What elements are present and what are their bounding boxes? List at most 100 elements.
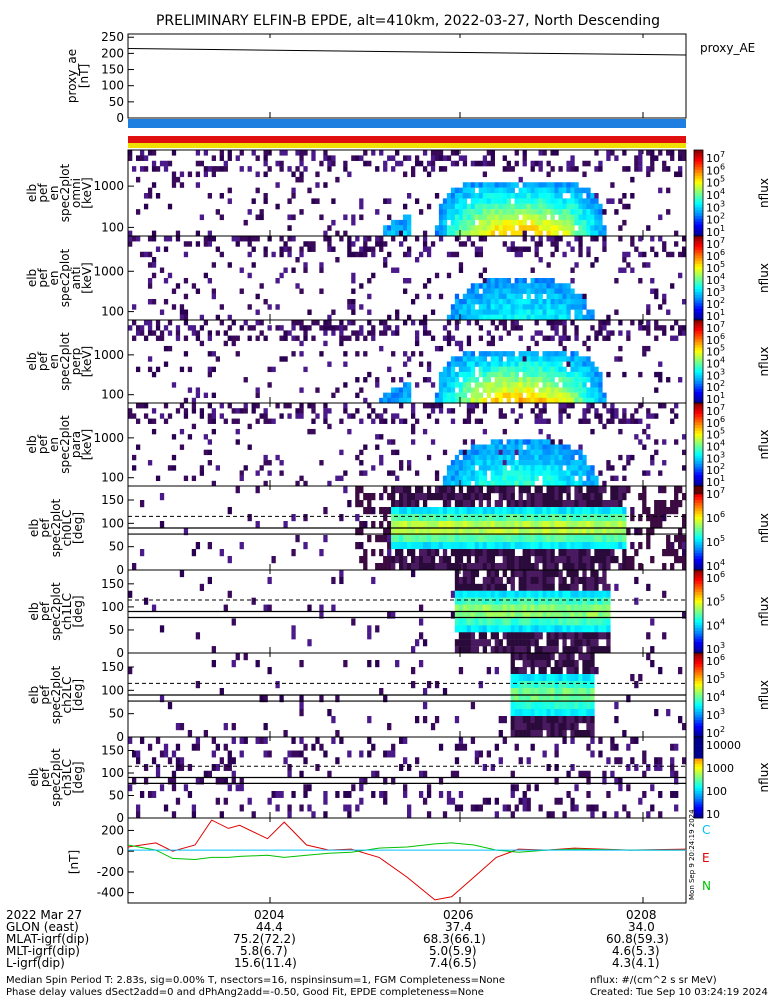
spec-cell xyxy=(506,209,511,215)
spec-cell xyxy=(618,418,623,424)
spec-cell xyxy=(446,366,452,373)
spec-cell xyxy=(542,397,547,404)
pa-cell xyxy=(498,486,503,494)
pa-cell xyxy=(410,493,416,501)
pa-cell xyxy=(319,604,324,612)
spec-cell xyxy=(187,434,193,440)
pa-cell xyxy=(654,709,659,717)
spec-cell xyxy=(534,198,539,204)
pa-cell xyxy=(546,618,551,626)
pa-cell xyxy=(399,563,404,571)
spec-cell xyxy=(498,299,503,305)
panel-6-ytick-label-1: 100 xyxy=(101,600,124,614)
colorbar-2-tick-5: 102 xyxy=(706,296,725,311)
pa-cell xyxy=(506,521,511,529)
spec-cell xyxy=(299,150,304,156)
spec-cell xyxy=(626,330,631,336)
spec-cell xyxy=(462,160,468,167)
pa-cell xyxy=(570,797,575,805)
spec-cell xyxy=(418,251,424,258)
spec-cell xyxy=(287,403,292,409)
spec-cell xyxy=(606,320,611,326)
pa-cell xyxy=(454,625,460,633)
pa-cell xyxy=(538,730,543,738)
pa-cell xyxy=(590,750,595,758)
spec-cell xyxy=(542,387,547,393)
pa-cell xyxy=(550,583,555,591)
pa-cell xyxy=(175,797,181,805)
spec-cell xyxy=(251,150,256,156)
pa-cell xyxy=(562,681,567,689)
pa-cell xyxy=(562,723,567,731)
spec-cell xyxy=(538,198,543,204)
spec-cell xyxy=(159,160,165,167)
pa-cell xyxy=(570,730,575,738)
pa-cell xyxy=(674,500,679,508)
pa-cell xyxy=(518,563,523,571)
spec-cell xyxy=(391,470,396,476)
pa-cell xyxy=(558,576,563,585)
spec-cell xyxy=(542,288,547,294)
pa-cell xyxy=(175,764,181,771)
spec-cell xyxy=(303,262,308,268)
spec-cell xyxy=(458,219,464,226)
pa-cell xyxy=(347,804,352,812)
colorbar-5-segment xyxy=(694,536,703,540)
spec-cell xyxy=(474,444,480,450)
spec-cell xyxy=(506,193,511,199)
spec-cell xyxy=(414,335,420,341)
pa-cell xyxy=(590,702,595,710)
pa-cell xyxy=(530,723,535,731)
pa-cell xyxy=(403,757,408,765)
pa-cell xyxy=(159,521,165,529)
spec-cell xyxy=(151,166,157,172)
spec-cell xyxy=(662,460,667,466)
spec-cell xyxy=(522,230,527,237)
pa-cell xyxy=(662,563,667,571)
spec-cell xyxy=(331,160,336,167)
spec-cell xyxy=(311,198,316,204)
spec-cell xyxy=(570,366,575,373)
spec-cell xyxy=(135,366,141,373)
spec-cell xyxy=(546,182,551,188)
pa-cell xyxy=(506,632,511,640)
spec-cell xyxy=(255,320,260,326)
pa-cell xyxy=(670,563,675,571)
spec-cell xyxy=(662,246,667,252)
pa-cell xyxy=(526,674,531,682)
spec-cell xyxy=(566,377,571,383)
panel-5-ylabel-line-0: elb xyxy=(27,519,41,537)
pa-cell xyxy=(538,709,543,717)
spec-cell xyxy=(355,330,360,336)
pa-cell xyxy=(506,535,511,543)
colorbar-4-segment xyxy=(694,414,703,418)
spec-cell xyxy=(470,439,476,445)
spec-cell xyxy=(450,387,456,393)
spec-cell xyxy=(191,397,197,404)
spec-cell xyxy=(594,209,599,215)
pa-cell xyxy=(518,730,523,738)
spec-cell xyxy=(678,166,683,172)
spec-cell xyxy=(462,351,468,357)
pa-cell xyxy=(638,674,643,682)
spec-cell xyxy=(490,382,495,388)
pa-cell xyxy=(259,695,264,703)
pa-cell xyxy=(371,791,376,798)
spec-cell xyxy=(570,203,575,210)
pa-cell xyxy=(450,770,456,778)
pa-cell xyxy=(387,528,392,536)
pa-cell xyxy=(494,500,499,508)
spec-cell xyxy=(578,187,583,194)
colorbar-2-segment xyxy=(694,283,703,287)
spec-cell xyxy=(183,278,189,284)
pa-cell xyxy=(418,493,424,501)
pa-cell xyxy=(510,653,515,661)
spec-cell xyxy=(494,293,499,300)
spec-cell xyxy=(518,203,523,210)
pa-cell xyxy=(454,804,460,812)
spec-cell xyxy=(315,198,320,204)
spec-cell xyxy=(490,283,495,289)
colorbar-2-segment xyxy=(694,286,703,290)
pa-cell xyxy=(562,556,567,564)
